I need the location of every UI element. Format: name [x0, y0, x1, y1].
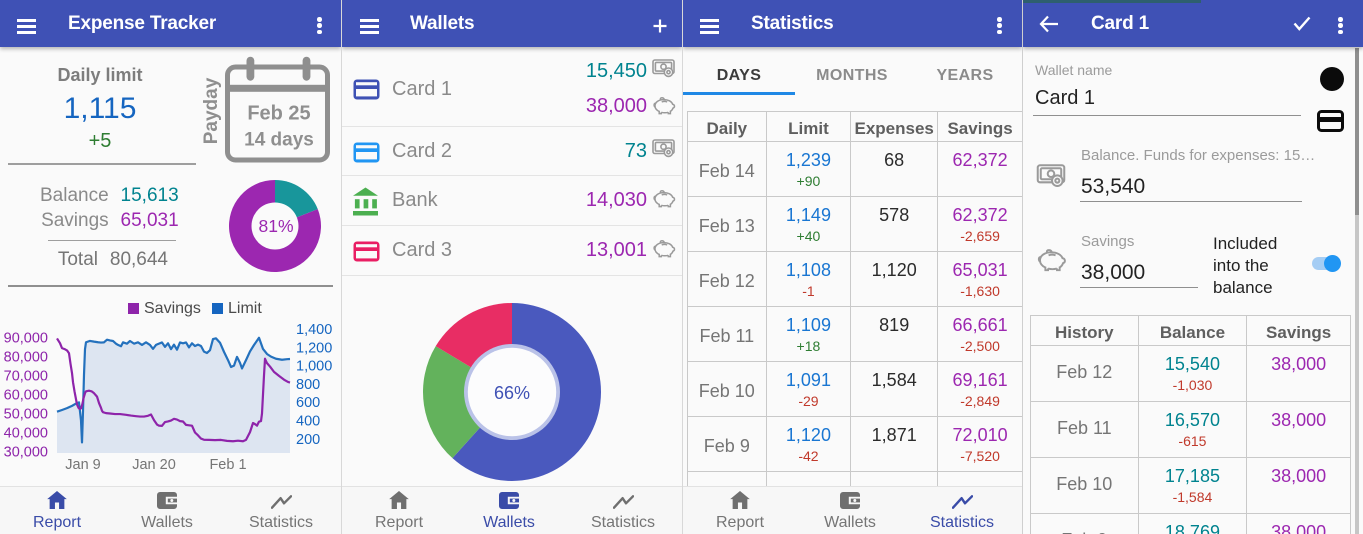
svg-text:81%: 81% — [258, 216, 293, 236]
svg-text:800: 800 — [296, 377, 320, 393]
svg-text:50,000: 50,000 — [4, 407, 48, 423]
svg-text:1,000: 1,000 — [296, 359, 332, 375]
svg-text:Feb 1: Feb 1 — [209, 457, 246, 473]
svg-text:400: 400 — [296, 414, 320, 430]
svg-text:66%: 66% — [494, 383, 530, 403]
svg-text:1,200: 1,200 — [296, 340, 332, 356]
svg-text:Jan 9: Jan 9 — [65, 457, 100, 473]
svg-text:80,000: 80,000 — [4, 350, 48, 366]
svg-text:Feb 25: Feb 25 — [247, 103, 310, 125]
svg-text:14 days: 14 days — [244, 130, 314, 151]
svg-text:70,000: 70,000 — [4, 369, 48, 385]
svg-text:Limit: Limit — [228, 300, 262, 317]
svg-text:Jan 20: Jan 20 — [132, 457, 176, 473]
svg-text:40,000: 40,000 — [4, 426, 48, 442]
svg-text:60,000: 60,000 — [4, 388, 48, 404]
svg-text:Savings: Savings — [144, 300, 201, 317]
svg-text:30,000: 30,000 — [4, 445, 48, 461]
svg-text:600: 600 — [296, 395, 320, 411]
svg-text:90,000: 90,000 — [4, 331, 48, 347]
svg-text:200: 200 — [296, 432, 320, 448]
svg-text:1,400: 1,400 — [296, 322, 332, 338]
